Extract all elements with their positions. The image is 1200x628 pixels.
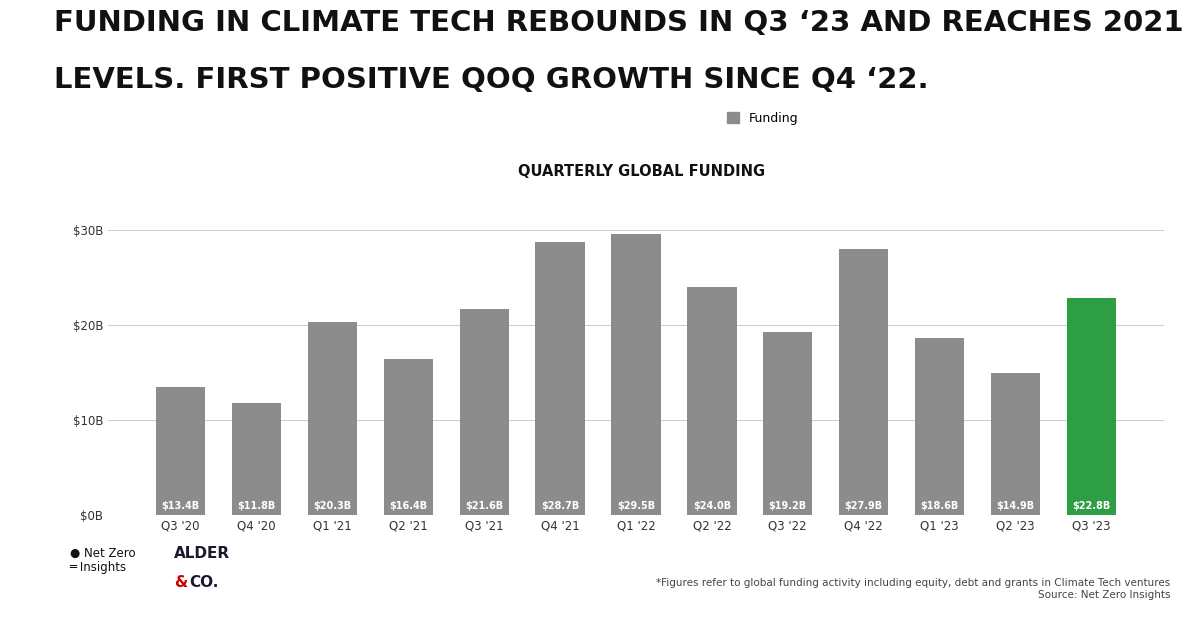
Text: $19.2B: $19.2B bbox=[769, 501, 806, 511]
Text: FUNDING IN CLIMATE TECH REBOUNDS IN Q3 ‘23 AND REACHES 2021: FUNDING IN CLIMATE TECH REBOUNDS IN Q3 ‘… bbox=[54, 9, 1183, 38]
Text: &: & bbox=[174, 575, 187, 590]
Text: $18.6B: $18.6B bbox=[920, 501, 959, 511]
Text: $20.3B: $20.3B bbox=[313, 501, 352, 511]
Text: LEVELS. FIRST POSITIVE QOQ GROWTH SINCE Q4 ‘22.: LEVELS. FIRST POSITIVE QOQ GROWTH SINCE … bbox=[54, 66, 929, 94]
Bar bbox=[1067, 298, 1116, 515]
Text: $27.9B: $27.9B bbox=[845, 501, 883, 511]
Bar bbox=[307, 322, 358, 515]
Text: QUARTERLY GLOBAL FUNDING: QUARTERLY GLOBAL FUNDING bbox=[518, 164, 766, 179]
Text: *Figures refer to global funding activity including equity, debt and grants in C: *Figures refer to global funding activit… bbox=[655, 578, 1170, 600]
Text: ● Net Zero
═ Insights: ● Net Zero ═ Insights bbox=[70, 546, 136, 575]
Text: $16.4B: $16.4B bbox=[389, 501, 427, 511]
Bar bbox=[611, 234, 661, 515]
Bar bbox=[914, 338, 965, 515]
Text: $11.8B: $11.8B bbox=[238, 501, 276, 511]
Text: $22.8B: $22.8B bbox=[1073, 501, 1110, 511]
Bar bbox=[535, 242, 584, 515]
Bar bbox=[156, 387, 205, 515]
Bar bbox=[763, 332, 812, 515]
Legend: Funding: Funding bbox=[721, 107, 804, 130]
Bar bbox=[232, 403, 281, 515]
Bar bbox=[991, 373, 1040, 515]
Text: $14.9B: $14.9B bbox=[996, 501, 1034, 511]
Bar bbox=[688, 286, 737, 515]
Text: $24.0B: $24.0B bbox=[692, 501, 731, 511]
Text: $29.5B: $29.5B bbox=[617, 501, 655, 511]
Text: $21.6B: $21.6B bbox=[466, 501, 503, 511]
Bar bbox=[384, 359, 433, 515]
Text: $13.4B: $13.4B bbox=[162, 501, 199, 511]
Text: ALDER: ALDER bbox=[174, 546, 230, 579]
Text: $28.7B: $28.7B bbox=[541, 501, 580, 511]
Text: CO.: CO. bbox=[190, 575, 218, 590]
Bar bbox=[460, 310, 509, 515]
Bar bbox=[839, 249, 888, 515]
